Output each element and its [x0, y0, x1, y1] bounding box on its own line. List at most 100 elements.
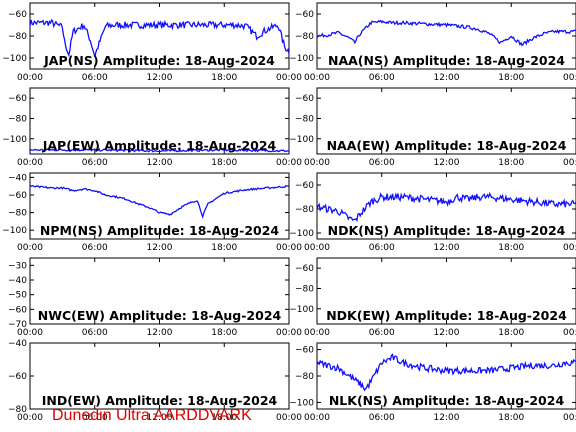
y-tick-label: −60 — [8, 94, 27, 104]
x-tick-label: 00:00 — [276, 158, 302, 168]
x-tick-label: 18:00 — [211, 73, 237, 83]
plot-title: NDK(EW) Amplitude: 18-Aug-2024 — [326, 308, 567, 323]
x-tick-label: 00:00 — [304, 413, 330, 423]
plot-title: NLK(NS) Amplitude: 18-Aug-2024 — [329, 393, 565, 408]
x-tick-label: 18:00 — [211, 328, 237, 338]
x-tick-label: 06:00 — [82, 243, 108, 253]
plot-title: IND(EW) Amplitude: 18-Aug-2024 — [42, 393, 278, 408]
y-tick-label: −60 — [295, 264, 314, 274]
y-tick-label: −60 — [295, 10, 314, 20]
plot-title: JAP(EW) Amplitude: 18-Aug-2024 — [42, 138, 277, 153]
series-trace — [316, 191, 576, 223]
y-tick-label: −80 — [295, 114, 314, 124]
x-tick-label: 18:00 — [211, 243, 237, 253]
x-tick-label: 12:00 — [147, 158, 173, 168]
x-tick-label: 12:00 — [147, 243, 173, 253]
x-tick-label: 00:00 — [304, 158, 330, 168]
x-tick-label: 06:00 — [369, 243, 395, 253]
y-tick-label: −80 — [8, 32, 27, 42]
plot-title: NPM(NS) Amplitude: 18-Aug-2024 — [40, 223, 280, 238]
x-tick-label: 18:00 — [211, 413, 237, 423]
x-tick-label: 00:00 — [276, 243, 302, 253]
y-tick-label: −80 — [295, 284, 314, 294]
x-tick-label: 06:00 — [369, 413, 395, 423]
y-tick-label: −100 — [289, 398, 314, 408]
y-tick-label: −60 — [8, 10, 27, 20]
x-tick-label: 00:00 — [563, 328, 576, 338]
y-tick-label: −100 — [289, 135, 314, 145]
x-tick-label: 18:00 — [498, 73, 524, 83]
x-tick-label: 00:00 — [276, 328, 302, 338]
x-tick-label: 06:00 — [82, 158, 108, 168]
x-tick-label: 00:00 — [17, 158, 43, 168]
x-tick-label: 00:00 — [563, 158, 576, 168]
y-tick-label: −60 — [295, 346, 314, 356]
x-tick-label: 18:00 — [211, 158, 237, 168]
y-tick-label: −70 — [8, 320, 27, 330]
footer-label: Dunedin Ultra AARDDVARK — [52, 407, 252, 424]
x-tick-label: 18:00 — [498, 413, 524, 423]
x-tick-label: 18:00 — [498, 243, 524, 253]
x-tick-label: 00:00 — [563, 243, 576, 253]
x-tick-label: 00:00 — [17, 328, 43, 338]
y-tick-label: −100 — [289, 229, 314, 239]
series-trace — [316, 353, 576, 392]
y-tick-label: −50 — [8, 291, 27, 301]
y-tick-label: −80 — [8, 114, 27, 124]
x-tick-label: 06:00 — [82, 328, 108, 338]
series-trace — [29, 18, 290, 58]
x-tick-label: 12:00 — [434, 73, 460, 83]
y-tick-label: −60 — [295, 94, 314, 104]
y-tick-label: −80 — [295, 205, 314, 215]
y-tick-label: −80 — [295, 32, 314, 42]
y-tick-label: −100 — [289, 54, 314, 64]
series-trace — [29, 147, 290, 153]
y-tick-label: −80 — [8, 209, 27, 219]
x-tick-label: 00:00 — [276, 73, 302, 83]
plot-title: JAP(NS) Amplitude: 18-Aug-2024 — [43, 53, 275, 68]
plot-title: NAA(NS) Amplitude: 18-Aug-2024 — [328, 53, 565, 68]
x-tick-label: 12:00 — [434, 158, 460, 168]
y-tick-label: −100 — [2, 135, 27, 145]
series-trace — [316, 19, 576, 47]
x-tick-label: 12:00 — [147, 413, 173, 423]
y-tick-label: −100 — [2, 226, 27, 236]
x-tick-label: 12:00 — [147, 73, 173, 83]
x-tick-label: 00:00 — [304, 73, 330, 83]
x-tick-label: 18:00 — [498, 158, 524, 168]
x-tick-label: 18:00 — [498, 328, 524, 338]
x-tick-label: 00:00 — [304, 328, 330, 338]
y-tick-label: −80 — [8, 405, 27, 415]
x-tick-label: 06:00 — [369, 73, 395, 83]
y-tick-label: −60 — [8, 191, 27, 201]
y-tick-label: −30 — [8, 261, 27, 271]
x-tick-label: 00:00 — [304, 243, 330, 253]
x-tick-label: 12:00 — [434, 413, 460, 423]
x-tick-label: 00:00 — [276, 413, 302, 423]
plot-title: NWC(EW) Amplitude: 18-Aug-2024 — [38, 308, 282, 323]
plot-title: NDK(NS) Amplitude: 18-Aug-2024 — [328, 223, 566, 238]
y-tick-label: −40 — [8, 339, 27, 349]
x-tick-label: 00:00 — [17, 413, 43, 423]
y-tick-label: −40 — [8, 276, 27, 286]
y-tick-label: −80 — [295, 372, 314, 382]
y-tick-label: −40 — [8, 173, 27, 183]
x-tick-label: 00:00 — [17, 73, 43, 83]
series-trace — [29, 184, 290, 220]
x-tick-label: 06:00 — [82, 413, 108, 423]
x-tick-label: 00:00 — [563, 73, 576, 83]
y-tick-label: −60 — [295, 181, 314, 191]
x-tick-label: 06:00 — [369, 328, 395, 338]
x-tick-label: 06:00 — [369, 158, 395, 168]
x-tick-label: 00:00 — [563, 413, 576, 423]
y-tick-label: −60 — [8, 305, 27, 315]
y-tick-label: −100 — [289, 305, 314, 315]
x-tick-label: 06:00 — [82, 73, 108, 83]
y-tick-label: −100 — [2, 54, 27, 64]
x-tick-label: 12:00 — [434, 243, 460, 253]
x-tick-label: 00:00 — [17, 243, 43, 253]
plot-title: NAA(EW) Amplitude: 18-Aug-2024 — [327, 138, 567, 153]
x-tick-label: 12:00 — [147, 328, 173, 338]
x-tick-label: 12:00 — [434, 328, 460, 338]
